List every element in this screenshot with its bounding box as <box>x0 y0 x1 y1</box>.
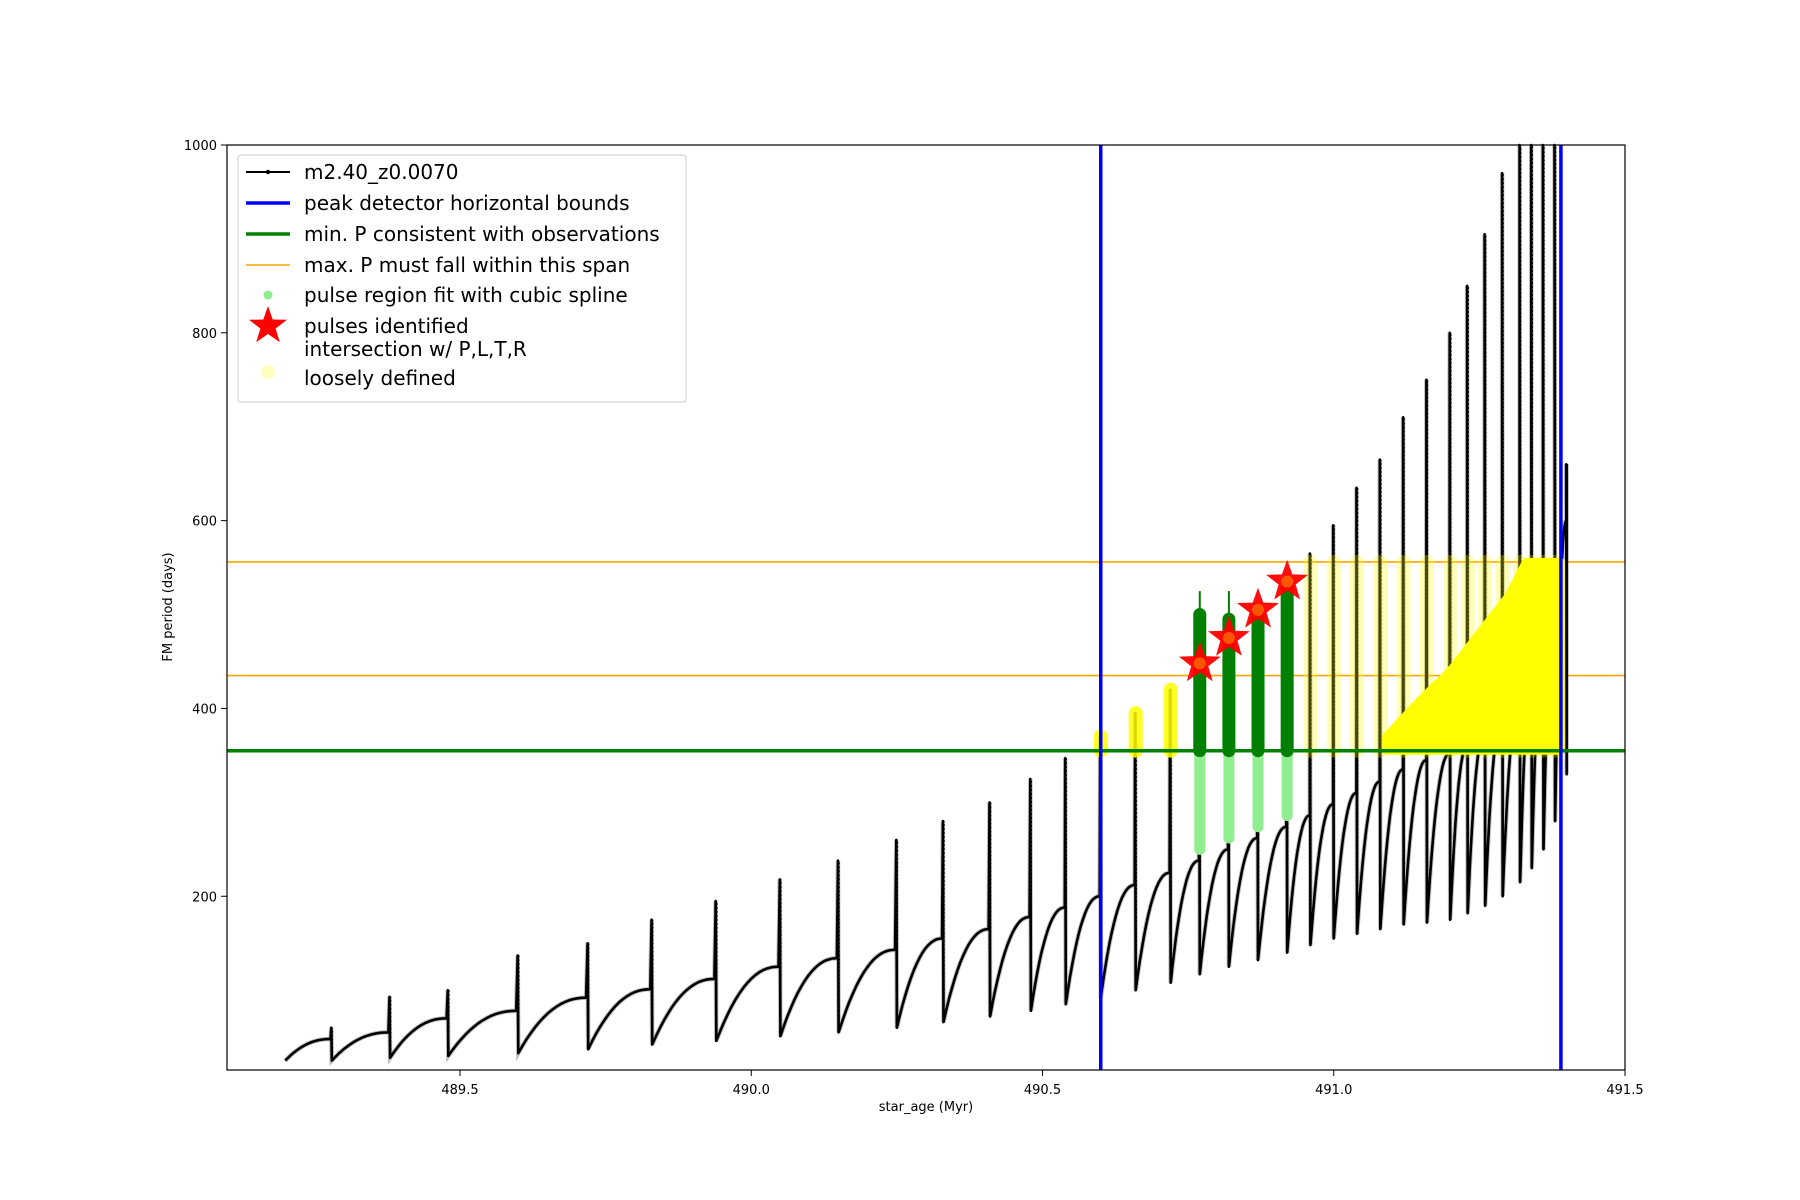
y-axis: 200 400 600 800 1000 <box>184 139 227 905</box>
legend-handle-star <box>249 306 287 343</box>
legend-label: peak detector horizontal bounds <box>304 191 630 215</box>
x-tick-label: 490.5 <box>1024 1083 1061 1098</box>
pulse-identified-center <box>1193 657 1206 670</box>
pulse-identified-center <box>1222 632 1235 645</box>
legend-label-line2: loosely defined <box>304 366 456 390</box>
y-axis-title: FM period (days) <box>161 552 176 661</box>
legend-label: min. P consistent with observations <box>304 222 660 246</box>
legend-label: pulse region fit with cubic spline <box>304 283 628 307</box>
y-tick-label: 400 <box>192 702 217 717</box>
x-tick-label: 490.0 <box>733 1083 770 1098</box>
pulse-identified-center <box>1252 603 1265 616</box>
x-tick-label: 491.5 <box>1606 1083 1643 1098</box>
x-tick-label: 489.5 <box>441 1083 478 1098</box>
legend-label: pulses identified <box>304 314 469 338</box>
legend-label: m2.40_z0.0070 <box>304 160 459 184</box>
legend-label: intersection w/ P,L,T,R <box>304 337 527 361</box>
y-tick-label: 600 <box>192 515 217 530</box>
intersection-series <box>1093 554 1565 758</box>
reference-lines-horizontal <box>227 561 1625 677</box>
x-tick-label: 491.0 <box>1315 1083 1352 1098</box>
legend-handle-dot <box>261 365 275 379</box>
legend-label: max. P must fall within this span <box>304 253 630 277</box>
x-axis-title: star_age (Myr) <box>879 1100 973 1115</box>
legend-handle-marker <box>265 169 271 175</box>
peak-detector-layer <box>1099 145 1563 1070</box>
x-axis: 489.5 490.0 490.5 491.0 491.5 <box>441 1070 1644 1098</box>
y-tick-label: 200 <box>192 890 217 905</box>
plot-frame <box>226 144 1626 1071</box>
pulse-fit-series <box>1193 576 1294 855</box>
y-tick-label: 1000 <box>184 139 217 154</box>
y-tick-label: 800 <box>192 327 217 342</box>
legend-box <box>237 154 687 403</box>
pulse-identified-center <box>1281 575 1294 588</box>
legend-handle-dot <box>263 290 273 300</box>
pulses-identified-series <box>1178 559 1309 682</box>
